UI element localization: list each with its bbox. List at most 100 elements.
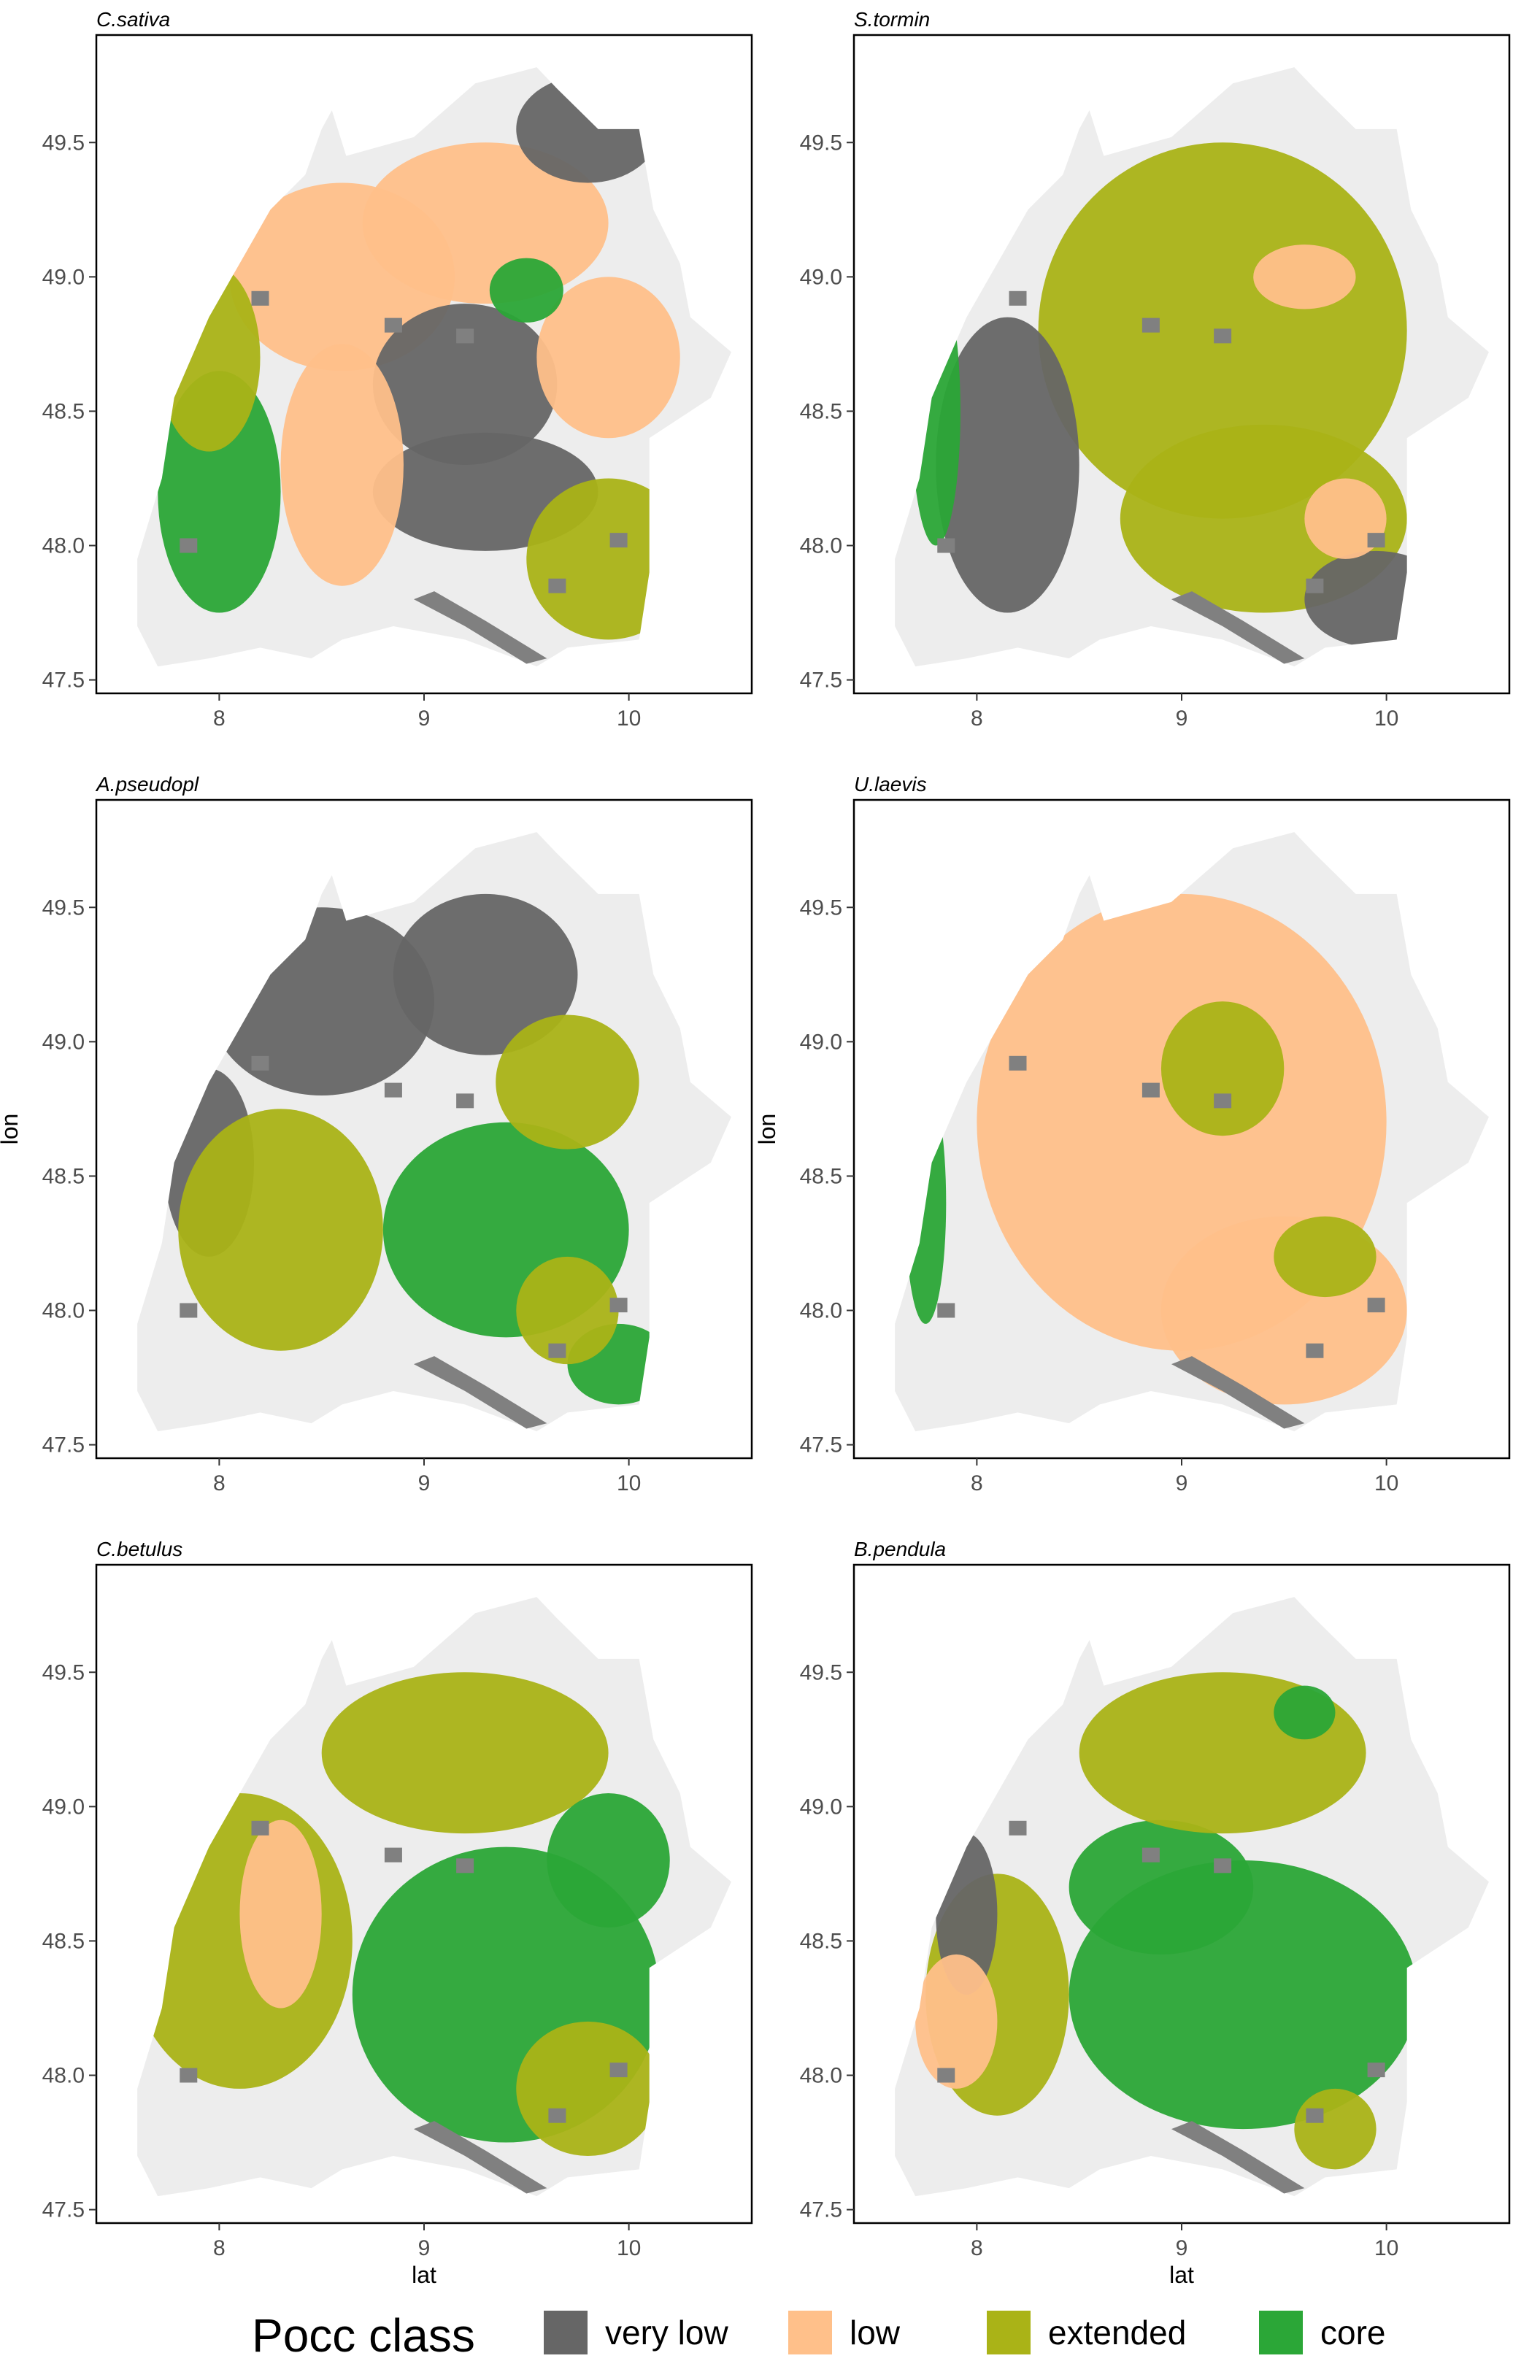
lake-constance (413, 591, 547, 664)
x-tick-label: 8 (971, 2236, 983, 2260)
patch-very-low (393, 893, 578, 1055)
map-panel: C.sativa 8 9 10 47.5 48.0 48.5 49.0 49.5 (42, 8, 753, 731)
patch-low (1304, 478, 1387, 559)
y-tick-label: 49.0 (42, 1030, 85, 1054)
lake-constance (1171, 1356, 1305, 1429)
urban-area (609, 1298, 628, 1313)
urban-area (1141, 1847, 1160, 1863)
legend-title: Pocc class (252, 2309, 475, 2362)
x-axis-title: lat (1169, 2262, 1194, 2288)
x-tick-label: 10 (617, 2236, 641, 2260)
legend-items: very low low extended core (544, 2311, 1385, 2354)
panel-title: U.laevis (854, 773, 927, 796)
map-panel: U.laevis 8 9 10 47.5 48.0 48.5 49.0 49.5 lon (754, 773, 1511, 1495)
patch-low (536, 277, 680, 439)
y-tick-label: 48.0 (42, 2064, 85, 2088)
patch-low (1253, 244, 1356, 309)
urban-area (1306, 2108, 1324, 2123)
urban-area (548, 2108, 566, 2123)
x-tick-label: 9 (1176, 2236, 1188, 2260)
y-axis-title: lon (754, 1114, 780, 1145)
x-tick-label: 9 (1176, 706, 1188, 731)
x-tick-label: 10 (1374, 706, 1398, 731)
y-tick-label: 48.0 (800, 534, 842, 558)
legend-swatch-extended (987, 2311, 1031, 2354)
urban-area (384, 1082, 402, 1098)
urban-area (1306, 1343, 1324, 1358)
patch-extended (1160, 1001, 1285, 1136)
panel-title: A.pseudopl (95, 773, 199, 796)
patch-very-low (1304, 550, 1448, 648)
y-tick-label: 47.5 (42, 1433, 85, 1457)
y-tick-label: 48.0 (42, 1299, 85, 1323)
map-panel: C.betulus 8 9 10 47.5 48.0 48.5 49.0 49.5 lat (42, 1538, 753, 2288)
urban-area (1009, 1055, 1027, 1071)
patch-extended (952, 934, 1002, 1042)
urban-area (1306, 578, 1324, 593)
patch-low (362, 142, 609, 304)
urban-area (384, 1847, 402, 1863)
urban-area (548, 1343, 566, 1358)
y-tick-label: 48.0 (42, 534, 85, 558)
y-tick-label: 49.5 (800, 131, 842, 155)
y-tick-label: 49.5 (42, 896, 85, 920)
urban-area (609, 533, 628, 548)
urban-area (1141, 1082, 1160, 1098)
urban-area (937, 1303, 955, 1318)
urban-area (180, 538, 198, 553)
panel-title: B.pendula (854, 1538, 946, 1560)
urban-area (251, 290, 269, 306)
urban-area (937, 538, 955, 553)
patch-core (911, 277, 960, 546)
y-tick-label: 48.5 (800, 1929, 842, 1953)
urban-area (456, 1093, 474, 1109)
patch-very-low (936, 317, 1079, 613)
occurrence-patches (915, 1672, 1417, 2170)
y-tick-label: 49.5 (42, 131, 85, 155)
patch-core (489, 258, 563, 323)
x-tick-label: 8 (213, 1471, 226, 1495)
urban-area (1214, 1093, 1232, 1109)
y-tick-label: 48.5 (42, 1929, 85, 1953)
urban-area (1367, 533, 1385, 548)
y-tick-label: 49.5 (800, 1660, 842, 1684)
y-tick-label: 47.5 (800, 1433, 842, 1457)
legend-swatch-core (1259, 2311, 1303, 2354)
patch-core (1069, 1819, 1254, 1955)
lake-constance (413, 2121, 547, 2194)
y-tick-label: 48.5 (42, 399, 85, 423)
map-panel: A.pseudopl 8 9 10 47.5 48.0 48.5 49.0 49.5 lon (0, 773, 753, 1495)
urban-area (456, 328, 474, 344)
legend: Pocc class very low low extended core (252, 2309, 1385, 2362)
urban-area (180, 2068, 198, 2083)
x-tick-label: 9 (1176, 1471, 1188, 1495)
map-panels: C.sativa 8 9 10 47.5 48.0 48.5 49.0 49.5 S.tormin… (0, 8, 1511, 2288)
panel-title: C.sativa (96, 8, 170, 31)
x-tick-label: 8 (971, 1471, 983, 1495)
urban-area (1214, 1858, 1232, 1873)
patch-extended (158, 263, 261, 452)
urban-area (548, 578, 566, 593)
urban-area (1009, 1820, 1027, 1836)
urban-area (1214, 328, 1232, 344)
map-panel: S.tormin 8 9 10 47.5 48.0 48.5 49.0 49.5 (800, 8, 1511, 731)
x-tick-label: 9 (418, 706, 431, 731)
urban-area (1009, 290, 1027, 306)
urban-area (1367, 2063, 1385, 2078)
urban-area (609, 2063, 628, 2078)
x-tick-label: 10 (1374, 2236, 1398, 2260)
panel-title: S.tormin (854, 8, 930, 31)
occurrence-patches (911, 142, 1448, 648)
patch-core (1274, 1685, 1336, 1740)
urban-area (251, 1820, 269, 1836)
lake-constance (413, 1356, 547, 1429)
occurrence-patches (158, 75, 690, 640)
y-axis-title: lon (0, 1114, 23, 1145)
legend-swatch-low (788, 2311, 832, 2354)
legend-label-extended: extended (1048, 2314, 1186, 2352)
y-tick-label: 47.5 (800, 2198, 842, 2222)
urban-area (937, 2068, 955, 2083)
legend-label-very-low: very low (605, 2314, 728, 2352)
patch-very-low (372, 304, 558, 466)
y-tick-label: 47.5 (42, 2198, 85, 2222)
